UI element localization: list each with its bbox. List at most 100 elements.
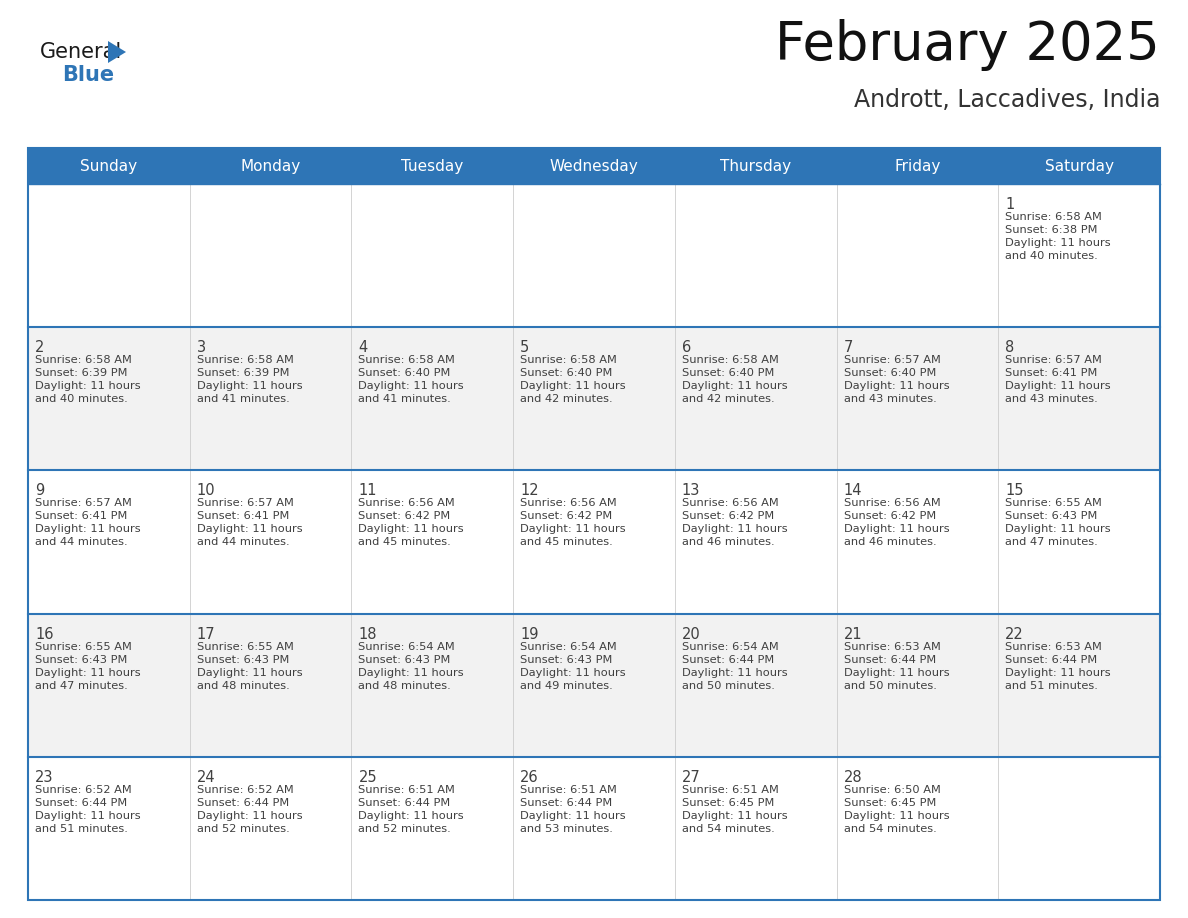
Bar <box>29 327 1159 470</box>
Text: and 44 minutes.: and 44 minutes. <box>34 537 127 547</box>
Text: Sunrise: 6:51 AM: Sunrise: 6:51 AM <box>520 785 617 795</box>
Text: Sunrise: 6:54 AM: Sunrise: 6:54 AM <box>359 642 455 652</box>
Text: and 47 minutes.: and 47 minutes. <box>1005 537 1098 547</box>
Text: and 41 minutes.: and 41 minutes. <box>197 394 290 404</box>
Text: Saturday: Saturday <box>1044 159 1113 174</box>
Text: Sunset: 6:39 PM: Sunset: 6:39 PM <box>197 368 289 378</box>
Text: and 46 minutes.: and 46 minutes. <box>843 537 936 547</box>
Text: Sunrise: 6:58 AM: Sunrise: 6:58 AM <box>520 355 617 365</box>
Text: Sunset: 6:43 PM: Sunset: 6:43 PM <box>197 655 289 665</box>
Text: Daylight: 11 hours: Daylight: 11 hours <box>34 524 140 534</box>
Text: 7: 7 <box>843 341 853 355</box>
Text: Sunset: 6:42 PM: Sunset: 6:42 PM <box>682 511 775 521</box>
Text: and 54 minutes.: and 54 minutes. <box>682 823 775 834</box>
Text: Sunrise: 6:53 AM: Sunrise: 6:53 AM <box>843 642 941 652</box>
Text: Sunrise: 6:56 AM: Sunrise: 6:56 AM <box>359 498 455 509</box>
Text: Daylight: 11 hours: Daylight: 11 hours <box>520 811 626 821</box>
Text: Sunset: 6:40 PM: Sunset: 6:40 PM <box>682 368 775 378</box>
Text: Daylight: 11 hours: Daylight: 11 hours <box>843 381 949 391</box>
Text: and 51 minutes.: and 51 minutes. <box>34 823 128 834</box>
Text: Daylight: 11 hours: Daylight: 11 hours <box>1005 667 1111 677</box>
Text: Sunset: 6:43 PM: Sunset: 6:43 PM <box>34 655 127 665</box>
Text: 9: 9 <box>34 484 44 498</box>
Text: 14: 14 <box>843 484 862 498</box>
Text: Daylight: 11 hours: Daylight: 11 hours <box>359 381 465 391</box>
Bar <box>29 613 1159 756</box>
Text: Sunset: 6:44 PM: Sunset: 6:44 PM <box>520 798 612 808</box>
Text: and 50 minutes.: and 50 minutes. <box>682 680 775 690</box>
Text: Sunrise: 6:55 AM: Sunrise: 6:55 AM <box>1005 498 1102 509</box>
Polygon shape <box>108 41 126 63</box>
Bar <box>29 470 1159 613</box>
Text: Sunset: 6:43 PM: Sunset: 6:43 PM <box>359 655 450 665</box>
Text: Wednesday: Wednesday <box>550 159 638 174</box>
Text: Daylight: 11 hours: Daylight: 11 hours <box>520 381 626 391</box>
Text: and 50 minutes.: and 50 minutes. <box>843 680 936 690</box>
Text: 1: 1 <box>1005 197 1015 212</box>
Text: Daylight: 11 hours: Daylight: 11 hours <box>197 811 302 821</box>
Text: Sunday: Sunday <box>81 159 138 174</box>
Text: Sunrise: 6:58 AM: Sunrise: 6:58 AM <box>359 355 455 365</box>
Text: Daylight: 11 hours: Daylight: 11 hours <box>682 667 788 677</box>
Text: 4: 4 <box>359 341 367 355</box>
Text: 19: 19 <box>520 627 538 642</box>
Text: Sunset: 6:44 PM: Sunset: 6:44 PM <box>1005 655 1098 665</box>
Text: 18: 18 <box>359 627 377 642</box>
Text: Daylight: 11 hours: Daylight: 11 hours <box>843 524 949 534</box>
Text: 28: 28 <box>843 770 862 785</box>
Text: Daylight: 11 hours: Daylight: 11 hours <box>682 524 788 534</box>
Text: Sunset: 6:41 PM: Sunset: 6:41 PM <box>197 511 289 521</box>
Text: Sunrise: 6:53 AM: Sunrise: 6:53 AM <box>1005 642 1102 652</box>
Text: Daylight: 11 hours: Daylight: 11 hours <box>1005 381 1111 391</box>
Text: Daylight: 11 hours: Daylight: 11 hours <box>197 524 302 534</box>
Text: and 44 minutes.: and 44 minutes. <box>197 537 290 547</box>
Text: 20: 20 <box>682 627 701 642</box>
Text: and 47 minutes.: and 47 minutes. <box>34 680 128 690</box>
Text: Daylight: 11 hours: Daylight: 11 hours <box>520 667 626 677</box>
Text: Andrott, Laccadives, India: Andrott, Laccadives, India <box>853 88 1159 112</box>
Text: Sunset: 6:43 PM: Sunset: 6:43 PM <box>1005 511 1098 521</box>
Text: Sunset: 6:44 PM: Sunset: 6:44 PM <box>843 655 936 665</box>
Text: Sunrise: 6:56 AM: Sunrise: 6:56 AM <box>682 498 778 509</box>
Text: Daylight: 11 hours: Daylight: 11 hours <box>682 381 788 391</box>
Text: 27: 27 <box>682 770 701 785</box>
Text: 25: 25 <box>359 770 377 785</box>
Text: Sunset: 6:41 PM: Sunset: 6:41 PM <box>34 511 127 521</box>
Text: and 52 minutes.: and 52 minutes. <box>359 823 451 834</box>
Text: Sunrise: 6:58 AM: Sunrise: 6:58 AM <box>1005 212 1102 222</box>
Text: and 43 minutes.: and 43 minutes. <box>1005 394 1098 404</box>
Text: Sunrise: 6:57 AM: Sunrise: 6:57 AM <box>197 498 293 509</box>
Text: Monday: Monday <box>240 159 301 174</box>
Text: 10: 10 <box>197 484 215 498</box>
Text: Sunrise: 6:56 AM: Sunrise: 6:56 AM <box>520 498 617 509</box>
Text: Sunset: 6:40 PM: Sunset: 6:40 PM <box>359 368 450 378</box>
Text: Daylight: 11 hours: Daylight: 11 hours <box>197 381 302 391</box>
Text: and 42 minutes.: and 42 minutes. <box>520 394 613 404</box>
Text: Sunrise: 6:58 AM: Sunrise: 6:58 AM <box>682 355 778 365</box>
Bar <box>29 184 1159 327</box>
Text: Daylight: 11 hours: Daylight: 11 hours <box>1005 238 1111 248</box>
Text: Sunrise: 6:52 AM: Sunrise: 6:52 AM <box>197 785 293 795</box>
Text: and 45 minutes.: and 45 minutes. <box>359 537 451 547</box>
Text: Sunset: 6:44 PM: Sunset: 6:44 PM <box>359 798 450 808</box>
Text: 5: 5 <box>520 341 530 355</box>
Text: Sunset: 6:42 PM: Sunset: 6:42 PM <box>520 511 612 521</box>
Text: and 40 minutes.: and 40 minutes. <box>34 394 128 404</box>
Text: 24: 24 <box>197 770 215 785</box>
Text: Sunrise: 6:55 AM: Sunrise: 6:55 AM <box>34 642 132 652</box>
Text: Sunrise: 6:50 AM: Sunrise: 6:50 AM <box>843 785 941 795</box>
Text: and 41 minutes.: and 41 minutes. <box>359 394 451 404</box>
Text: Sunset: 6:38 PM: Sunset: 6:38 PM <box>1005 225 1098 235</box>
Text: 11: 11 <box>359 484 377 498</box>
Text: Thursday: Thursday <box>720 159 791 174</box>
Text: Daylight: 11 hours: Daylight: 11 hours <box>34 667 140 677</box>
Text: and 53 minutes.: and 53 minutes. <box>520 823 613 834</box>
Text: and 48 minutes.: and 48 minutes. <box>359 680 451 690</box>
Text: Sunset: 6:44 PM: Sunset: 6:44 PM <box>34 798 127 808</box>
Text: and 42 minutes.: and 42 minutes. <box>682 394 775 404</box>
Text: and 45 minutes.: and 45 minutes. <box>520 537 613 547</box>
Text: Friday: Friday <box>895 159 941 174</box>
Text: Daylight: 11 hours: Daylight: 11 hours <box>34 811 140 821</box>
Text: Sunset: 6:45 PM: Sunset: 6:45 PM <box>843 798 936 808</box>
Text: Sunset: 6:40 PM: Sunset: 6:40 PM <box>520 368 613 378</box>
